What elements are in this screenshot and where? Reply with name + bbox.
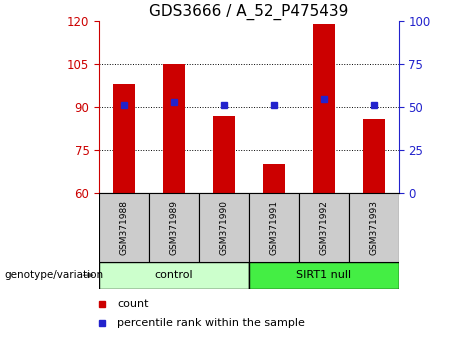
Bar xyxy=(299,193,349,262)
Bar xyxy=(249,262,399,289)
Bar xyxy=(113,84,136,193)
Bar xyxy=(249,193,299,262)
Text: percentile rank within the sample: percentile rank within the sample xyxy=(117,318,305,328)
Text: genotype/variation: genotype/variation xyxy=(5,270,104,280)
Bar xyxy=(362,119,385,193)
Text: SIRT1 null: SIRT1 null xyxy=(296,270,351,280)
Title: GDS3666 / A_52_P475439: GDS3666 / A_52_P475439 xyxy=(149,4,349,20)
Text: GSM371988: GSM371988 xyxy=(119,200,129,255)
Bar xyxy=(99,193,149,262)
Bar xyxy=(99,262,249,289)
Text: GSM371989: GSM371989 xyxy=(170,200,178,255)
Text: count: count xyxy=(117,299,148,309)
Text: GSM371993: GSM371993 xyxy=(369,200,378,255)
Bar xyxy=(199,193,249,262)
Text: GSM371991: GSM371991 xyxy=(269,200,278,255)
Text: GSM371990: GSM371990 xyxy=(219,200,229,255)
Text: control: control xyxy=(155,270,193,280)
Bar xyxy=(263,164,285,193)
Bar xyxy=(149,193,199,262)
Bar xyxy=(163,64,185,193)
Text: GSM371992: GSM371992 xyxy=(319,200,328,255)
Bar xyxy=(213,116,235,193)
Bar xyxy=(349,193,399,262)
Bar xyxy=(313,24,335,193)
